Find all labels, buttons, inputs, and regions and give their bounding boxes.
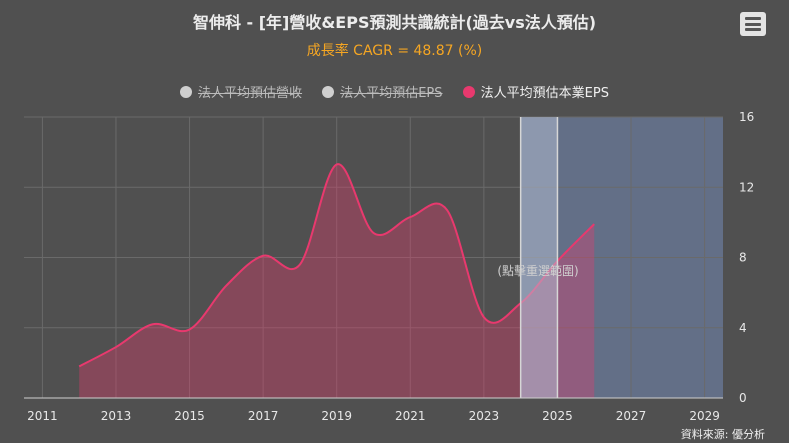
eps-data-point[interactable] — [482, 315, 486, 319]
x-tick-label: 2013 — [101, 409, 132, 423]
x-tick-label: 2023 — [469, 409, 500, 423]
legend-dot-icon — [180, 86, 193, 98]
chart-title: 智伸科 - [年]營收&EPS預測共識統計(過去vs法人預估) — [192, 13, 597, 32]
hamburger-menu-icon[interactable] — [740, 12, 766, 36]
legend-item-eps[interactable]: 法人平均預估EPS — [322, 82, 443, 101]
x-tick-label: 2017 — [248, 409, 279, 423]
eps-data-point[interactable] — [77, 364, 81, 368]
x-tick-label: 2011 — [27, 409, 58, 423]
eps-data-point[interactable] — [408, 215, 412, 219]
eps-data-point[interactable] — [298, 263, 302, 267]
x-tick-label: 2015 — [174, 409, 205, 423]
legend-label: 法人平均預估本業EPS — [480, 86, 609, 101]
legend-item-revenue[interactable]: 法人平均預估營收 — [180, 82, 302, 101]
eps-data-point[interactable] — [445, 208, 449, 212]
y-tick-label: 12 — [739, 180, 754, 194]
x-tick-label: 2019 — [321, 409, 352, 423]
eps-area-fill — [79, 164, 595, 398]
legend-dot-icon — [462, 86, 475, 98]
eps-data-point[interactable] — [592, 222, 596, 226]
selection-band[interactable] — [520, 117, 558, 398]
x-tick-label: 2025 — [542, 409, 573, 423]
y-tick-label: 0 — [739, 391, 747, 405]
y-tick-label: 8 — [739, 251, 747, 265]
chart-subtitle: 成長率 CAGR = 48.87 (%) — [306, 43, 483, 59]
eps-data-point[interactable] — [261, 254, 265, 258]
data-source-credit: 資料來源: 優分析 — [680, 428, 765, 441]
y-tick-label: 16 — [739, 110, 754, 124]
x-tick-label: 2027 — [616, 409, 647, 423]
eps-data-point[interactable] — [224, 284, 228, 288]
eps-data-point[interactable] — [151, 322, 155, 326]
legend-item-core-eps[interactable]: 法人平均預估本業EPS — [462, 82, 609, 101]
legend-dot-icon — [322, 86, 335, 98]
chart-legend: 法人平均預估營收 法人平均預估EPS 法人平均預估本業EPS — [0, 82, 789, 101]
legend-label: 法人平均預估營收 — [198, 86, 303, 101]
eps-data-point[interactable] — [114, 345, 118, 349]
legend-label: 法人平均預估EPS — [340, 86, 443, 101]
eps-data-point[interactable] — [372, 231, 376, 235]
band-hint-label: (點擊重選範圍) — [497, 263, 578, 278]
eps-data-point[interactable] — [335, 162, 339, 166]
x-tick-label: 2021 — [395, 409, 426, 423]
eps-data-point[interactable] — [188, 328, 192, 332]
x-tick-label: 2029 — [689, 409, 720, 423]
eps-series-line[interactable] — [78, 163, 595, 368]
y-tick-label: 4 — [739, 321, 747, 335]
